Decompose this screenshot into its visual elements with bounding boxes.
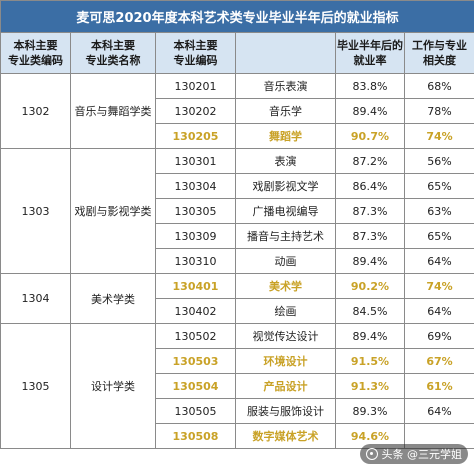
table-body: 1302 音乐与舞蹈学类 130201 音乐表演 83.8% 68% 130202 音乐学 89… bbox=[0, 73, 474, 449]
class-name-cell: 音乐与舞蹈学类 bbox=[70, 73, 156, 149]
relevance-cell: 78% bbox=[403, 98, 474, 124]
employment-rate-cell: 87.3% bbox=[335, 198, 405, 224]
class-code-cell: 1303 bbox=[0, 148, 71, 274]
watermark-text: 头条 @三元学姐 bbox=[381, 448, 463, 461]
major-code-cell: 130205 bbox=[155, 123, 236, 149]
major-name-cell: 服装与服饰设计 bbox=[235, 398, 336, 424]
major-code-cell: 130301 bbox=[155, 148, 236, 174]
employment-rate-cell: 89.3% bbox=[335, 398, 405, 424]
major-code-cell: 130503 bbox=[155, 348, 236, 374]
header-employment-rate: 毕业半年后的 就业率 bbox=[335, 32, 405, 74]
class-code-cell: 1305 bbox=[0, 323, 71, 449]
employment-rate-cell: 86.4% bbox=[335, 173, 405, 199]
employment-rate-cell: 84.5% bbox=[335, 298, 405, 324]
relevance-cell: 65% bbox=[403, 173, 474, 199]
major-name-cell: 环境设计 bbox=[235, 348, 336, 374]
major-code-cell: 130201 bbox=[155, 73, 236, 99]
major-name-cell: 表演 bbox=[235, 148, 336, 174]
major-name-cell: 动画 bbox=[235, 248, 336, 274]
class-name-cell: 美术学类 bbox=[70, 273, 156, 324]
table-row: 130310 动画 89.4% 64% bbox=[1, 248, 474, 274]
employment-rate-cell: 90.7% bbox=[335, 123, 405, 149]
relevance-cell: 64% bbox=[403, 398, 474, 424]
relevance-cell: 67% bbox=[403, 348, 474, 374]
major-name-cell: 数字媒体艺术 bbox=[235, 423, 336, 449]
employment-rate-cell: 83.8% bbox=[335, 73, 405, 99]
employment-rate-cell: 90.2% bbox=[335, 273, 405, 299]
major-name-cell: 音乐学 bbox=[235, 98, 336, 124]
header-major-name bbox=[235, 32, 336, 74]
major-code-cell: 130401 bbox=[155, 273, 236, 299]
header-class-code: 本科主要 专业类编码 bbox=[0, 32, 71, 74]
major-code-cell: 130502 bbox=[155, 323, 236, 349]
major-code-cell: 130402 bbox=[155, 298, 236, 324]
relevance-cell: 64% bbox=[403, 248, 474, 274]
relevance-cell: 61% bbox=[403, 373, 474, 399]
relevance-cell: 56% bbox=[403, 148, 474, 174]
employment-rate-cell: 87.2% bbox=[335, 148, 405, 174]
relevance-cell: 63% bbox=[403, 198, 474, 224]
employment-rate-cell: 87.3% bbox=[335, 223, 405, 249]
relevance-cell: 64% bbox=[403, 298, 474, 324]
table-row: 130309 播音与主持艺术 87.3% 65% bbox=[1, 223, 474, 249]
major-code-cell: 130202 bbox=[155, 98, 236, 124]
major-code-cell: 130508 bbox=[155, 423, 236, 449]
table-row: 130304 戏剧影视文学 86.4% 65% bbox=[1, 173, 474, 199]
major-name-cell: 视觉传达设计 bbox=[235, 323, 336, 349]
relevance-cell: 69% bbox=[403, 323, 474, 349]
employment-rate-cell: 91.5% bbox=[335, 348, 405, 374]
class-name-cell: 设计学类 bbox=[70, 323, 156, 449]
header-class-name: 本科主要 专业类名称 bbox=[70, 32, 156, 74]
table-row: 130305 广播电视编导 87.3% 63% bbox=[1, 198, 474, 224]
table-row: 130205 舞蹈学 90.7% 74% bbox=[1, 123, 474, 149]
relevance-cell: 68% bbox=[403, 73, 474, 99]
header-major-code: 本科主要 专业编码 bbox=[155, 32, 236, 74]
table-title: 麦可思2020年度本科艺术类专业毕业半年后的就业指标 bbox=[0, 0, 474, 33]
table-row: 130503 环境设计 91.5% 67% bbox=[1, 348, 474, 374]
employment-rate-cell: 89.4% bbox=[335, 248, 405, 274]
major-code-cell: 130304 bbox=[155, 173, 236, 199]
relevance-cell: 74% bbox=[403, 123, 474, 149]
class-name-cell: 戏剧与影视学类 bbox=[70, 148, 156, 274]
relevance-cell: 74% bbox=[403, 273, 474, 299]
major-code-cell: 130310 bbox=[155, 248, 236, 274]
employment-rate-cell: 89.4% bbox=[335, 323, 405, 349]
watermark: 头条 @三元学姐 bbox=[359, 444, 468, 464]
major-name-cell: 舞蹈学 bbox=[235, 123, 336, 149]
major-name-cell: 播音与主持艺术 bbox=[235, 223, 336, 249]
major-code-cell: 130309 bbox=[155, 223, 236, 249]
major-name-cell: 广播电视编导 bbox=[235, 198, 336, 224]
major-name-cell: 美术学 bbox=[235, 273, 336, 299]
major-code-cell: 130504 bbox=[155, 373, 236, 399]
table-row: 130202 音乐学 89.4% 78% bbox=[1, 98, 474, 124]
major-code-cell: 130505 bbox=[155, 398, 236, 424]
table-row: 1305 设计学类 130502 视觉传达设计 89.4% 69% bbox=[0, 323, 474, 449]
major-name-cell: 绘画 bbox=[235, 298, 336, 324]
employment-table: 麦可思2020年度本科艺术类专业毕业半年后的就业指标 本科主要 专业类编码 本科… bbox=[0, 0, 474, 449]
major-name-cell: 产品设计 bbox=[235, 373, 336, 399]
table-row: 1302 音乐与舞蹈学类 130201 音乐表演 83.8% 68% bbox=[0, 73, 474, 149]
table-row: 1303 戏剧与影视学类 130301 表演 87.2% 56% bbox=[0, 148, 474, 274]
table-row: 1304 美术学类 130401 美术学 90.2% 74% bbox=[0, 273, 474, 324]
class-code-cell: 1302 bbox=[0, 73, 71, 149]
major-name-cell: 音乐表演 bbox=[235, 73, 336, 99]
employment-rate-cell: 89.4% bbox=[335, 98, 405, 124]
class-code-cell: 1304 bbox=[0, 273, 71, 324]
relevance-cell: 65% bbox=[403, 223, 474, 249]
table-row: 130402 绘画 84.5% 64% bbox=[1, 298, 474, 324]
major-name-cell: 戏剧影视文学 bbox=[235, 173, 336, 199]
major-code-cell: 130305 bbox=[155, 198, 236, 224]
toutiao-icon bbox=[365, 448, 378, 460]
employment-rate-cell: 91.3% bbox=[335, 373, 405, 399]
header-relevance: 工作与专业 相关度 bbox=[403, 32, 474, 74]
